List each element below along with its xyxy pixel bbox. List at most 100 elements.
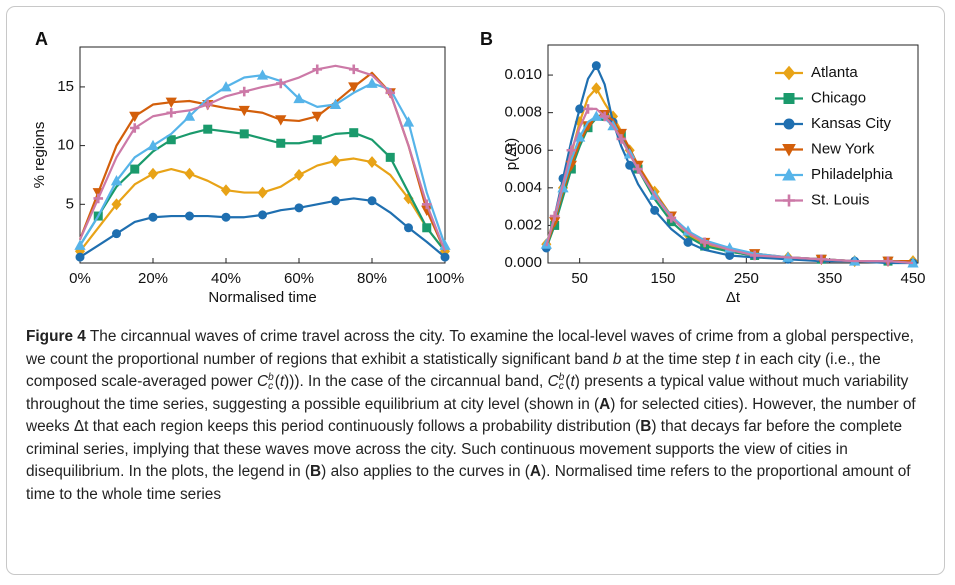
marker xyxy=(312,64,323,75)
legend-marker xyxy=(782,144,796,157)
marker xyxy=(276,138,286,148)
series-line xyxy=(545,115,914,265)
marker xyxy=(221,212,231,222)
caption-text: ). Normalised time refers to the proport… xyxy=(26,463,911,503)
plot-frame xyxy=(79,46,446,264)
marker xyxy=(75,252,85,262)
marker xyxy=(293,92,305,104)
marker xyxy=(650,205,660,215)
caption-ref: A xyxy=(529,463,542,480)
marker xyxy=(93,193,104,204)
y-tick-label: 10 xyxy=(57,137,74,154)
figure-frame xyxy=(6,6,945,575)
x-tick-label: 40% xyxy=(211,270,241,287)
marker xyxy=(312,135,322,145)
caption-label: Figure 4 xyxy=(26,328,86,345)
series-line xyxy=(79,128,446,252)
caption-math: Δt xyxy=(73,418,89,435)
legend-label: Chicago xyxy=(811,89,866,106)
y-axis-label: p(Δt) xyxy=(503,138,520,171)
marker xyxy=(329,98,342,110)
marker xyxy=(625,160,635,170)
caption-math: c xyxy=(268,380,274,392)
marker xyxy=(385,152,395,162)
caption-text: in each city (i.e., the composed scale-a… xyxy=(26,350,881,391)
caption-text: The circannual waves of crime travel acr… xyxy=(26,328,914,368)
caption-math: b xyxy=(268,371,274,383)
caption-math: c xyxy=(558,380,564,392)
marker xyxy=(111,198,122,211)
x-tick-label: 80% xyxy=(357,270,387,287)
panel-label: B xyxy=(480,29,493,49)
marker xyxy=(421,199,432,210)
marker xyxy=(112,229,121,239)
marker xyxy=(74,239,86,250)
series-line xyxy=(545,64,913,265)
caption-text: ))). In the case of the circannual band, xyxy=(284,373,548,390)
y-tick-label: 15 xyxy=(57,78,74,95)
marker xyxy=(591,61,601,71)
marker xyxy=(583,104,593,114)
marker xyxy=(331,196,340,206)
marker xyxy=(348,82,360,93)
marker xyxy=(402,116,415,127)
caption-math: b xyxy=(558,371,565,383)
marker xyxy=(591,82,602,95)
y-tick-label: 0.010 xyxy=(504,66,542,83)
x-tick-label: 0% xyxy=(69,270,91,287)
series-line xyxy=(78,71,447,252)
marker xyxy=(257,186,268,199)
y-tick-label: 0.002 xyxy=(504,216,542,233)
marker xyxy=(166,135,176,145)
caption-text: that each region keeps this period conti… xyxy=(88,418,641,435)
plot-frame xyxy=(547,44,919,264)
y-axis-label: % regions xyxy=(31,122,48,189)
x-tick-label: 150 xyxy=(650,270,675,287)
x-tick-label: 350 xyxy=(817,270,842,287)
caption-math: C xyxy=(547,373,559,390)
legend-label: Atlanta xyxy=(811,64,858,81)
y-tick-label: 0.000 xyxy=(504,254,542,271)
y-tick-label: 5 xyxy=(66,195,74,212)
marker xyxy=(275,78,286,89)
x-tick-label: 450 xyxy=(900,270,925,287)
y-tick-label: 0.006 xyxy=(504,141,542,158)
marker xyxy=(220,184,232,197)
marker xyxy=(566,145,577,156)
caption: Figure 4 The circannual waves of crime t… xyxy=(26,326,934,506)
legend-label: Kansas City xyxy=(811,115,892,132)
caption-text: ) also applies to the curves in ( xyxy=(321,463,530,480)
series-line xyxy=(545,113,913,263)
marker xyxy=(349,128,359,138)
series-line xyxy=(545,107,914,265)
marker xyxy=(366,77,378,88)
marker xyxy=(239,129,249,139)
legend-marker xyxy=(782,65,796,81)
marker xyxy=(183,110,196,121)
marker xyxy=(147,167,159,180)
marker xyxy=(616,134,627,144)
caption-text: ( xyxy=(274,373,280,390)
caption-text: at the time step xyxy=(621,350,736,368)
marker xyxy=(575,104,585,114)
caption-math: C xyxy=(257,373,269,390)
series-line xyxy=(545,115,914,265)
marker xyxy=(883,256,893,266)
caption-ref: B xyxy=(640,418,652,435)
marker xyxy=(239,86,250,97)
marker xyxy=(590,110,602,121)
marker xyxy=(404,223,413,233)
caption-ref: B xyxy=(310,463,322,480)
marker xyxy=(184,167,195,180)
marker xyxy=(258,210,267,220)
y-tick-label: 0.008 xyxy=(504,104,542,121)
marker xyxy=(549,211,560,221)
marker xyxy=(129,111,141,123)
caption-text: ) for selected cities). However, the num… xyxy=(26,395,916,436)
marker xyxy=(185,211,194,221)
marker xyxy=(330,154,341,167)
marker xyxy=(147,139,159,151)
caption-math: t xyxy=(735,350,740,368)
